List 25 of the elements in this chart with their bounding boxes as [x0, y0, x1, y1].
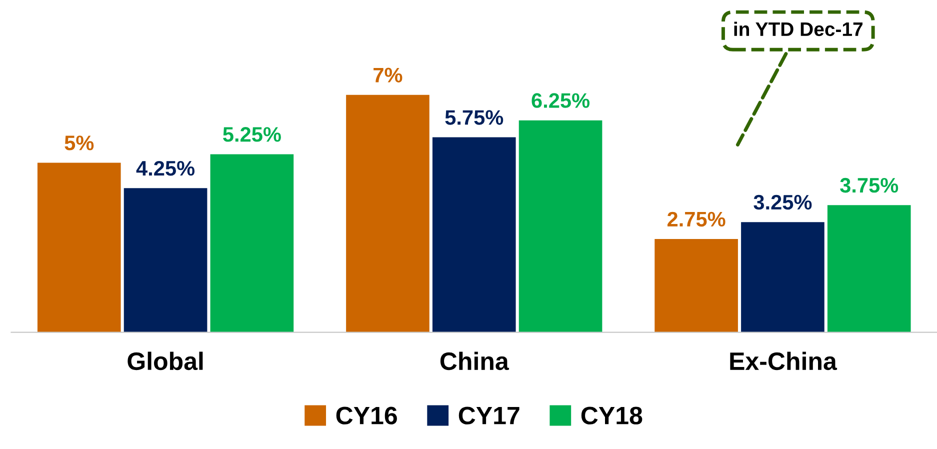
data-label: 6.25% — [532, 93, 590, 108]
legend-label: CY17 — [458, 406, 520, 424]
bar — [741, 222, 824, 332]
x-tick-label: China — [440, 352, 510, 370]
data-label: 3.75% — [840, 178, 898, 193]
text: in YTD Dec-17 — [734, 22, 862, 36]
data-label: 4.25% — [136, 160, 195, 176]
bar — [654, 239, 738, 332]
x-tick-label: Global — [128, 352, 203, 370]
x-tick-label: Ex-China — [730, 352, 838, 370]
data-label: 5.75% — [445, 110, 504, 125]
data-label: 5.25% — [223, 127, 281, 142]
bar — [827, 205, 911, 332]
bar — [124, 188, 208, 332]
legend-label: CY18 — [581, 406, 642, 424]
bar — [346, 94, 430, 332]
bar — [432, 137, 516, 332]
legend-label: CY16 — [336, 406, 397, 424]
bar — [210, 154, 294, 332]
data-label: 2.75% — [667, 212, 726, 227]
data-label: 3.25% — [754, 194, 812, 210]
data-label: 7% — [374, 68, 402, 82]
data-label: 5% — [64, 136, 94, 150]
bar — [518, 120, 602, 332]
bar — [37, 162, 121, 332]
